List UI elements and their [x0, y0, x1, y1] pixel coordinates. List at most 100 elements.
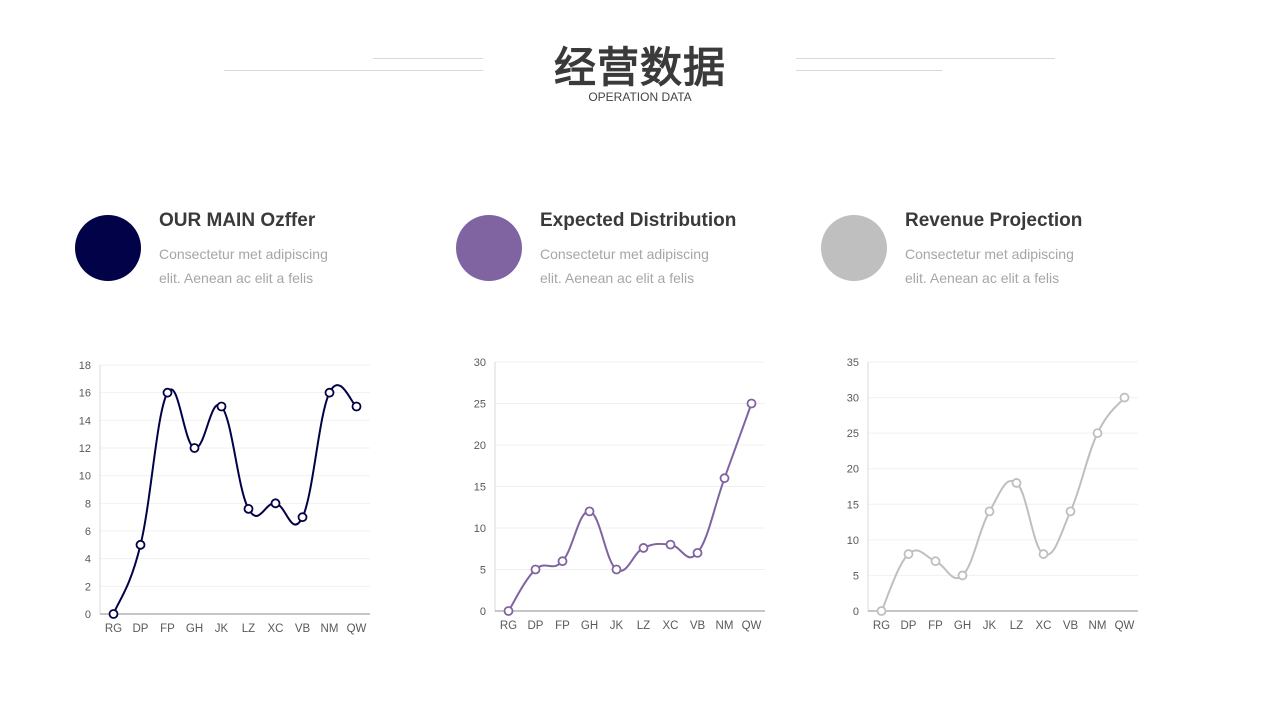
data-point — [270, 498, 281, 509]
data-point — [530, 564, 541, 575]
card-title: Revenue Projection — [905, 210, 1083, 231]
color-dot — [75, 215, 141, 281]
data-point — [584, 506, 595, 517]
y-tick-label: 8 — [85, 498, 91, 510]
series-line — [880, 396, 1126, 612]
data-point — [984, 506, 995, 517]
data-point — [665, 539, 676, 550]
y-tick-label: 10 — [847, 535, 859, 547]
desc-line: elit. Aenean ac elit a felis — [159, 270, 314, 286]
card-title: OUR MAIN Ozffer — [159, 210, 316, 231]
data-point — [216, 401, 227, 412]
data-point — [189, 443, 200, 453]
x-tick-label: XC — [1036, 620, 1052, 632]
data-point — [243, 503, 254, 514]
data-point — [746, 398, 757, 409]
y-tick-label: 0 — [853, 606, 859, 618]
page-subtitle: OPERATION DATA — [588, 90, 692, 104]
x-tick-label: VB — [295, 623, 311, 635]
x-tick-label: FP — [555, 620, 570, 632]
x-tick-label: FP — [928, 620, 943, 632]
y-tick-label: 10 — [79, 471, 91, 483]
y-tick-label: 25 — [847, 428, 859, 440]
x-tick-label: QW — [347, 623, 367, 635]
card-desc: Consectetur met adipiscing elit. Aenean a… — [905, 242, 1145, 290]
y-tick-label: 2 — [85, 581, 91, 593]
y-tick-label: 20 — [474, 440, 486, 452]
data-point — [876, 606, 887, 616]
chart-0: 0 2 4 6 8 10 12 14 16 18 RG DP FP GH JK LZ XC VB NM QW — [79, 360, 370, 635]
decor-line — [796, 58, 1055, 59]
x-tick-label: DP — [133, 623, 149, 635]
x-tick-label: JK — [215, 623, 229, 635]
x-tick-label: LZ — [637, 620, 650, 632]
data-point — [351, 401, 362, 412]
data-point — [1092, 428, 1103, 439]
y-tick-label: 15 — [847, 499, 859, 511]
decor-line — [224, 70, 483, 71]
decor-line — [796, 70, 942, 71]
card-desc: Consectetur met adipiscing elit. Aenean a… — [540, 242, 780, 290]
y-tick-label: 30 — [847, 393, 859, 405]
x-tick-label: JK — [610, 620, 624, 632]
x-tick-label: GH — [954, 620, 971, 632]
x-tick-label: QW — [742, 620, 762, 632]
y-tick-label: 0 — [85, 609, 91, 621]
y-tick-label: 25 — [474, 399, 486, 411]
x-tick-label: RG — [873, 620, 890, 632]
y-tick-label: 35 — [847, 357, 859, 369]
y-tick-label: 4 — [85, 554, 91, 566]
card-title: Expected Distribution — [540, 210, 737, 231]
x-tick-label: NM — [1089, 620, 1107, 632]
x-tick-label: XC — [268, 623, 284, 635]
y-tick-label: 14 — [79, 415, 91, 427]
x-tick-label: GH — [581, 620, 598, 632]
chart-2: 0 5 10 15 20 25 30 35 RG DP FP GH JK LZ XC VB NM QW — [847, 357, 1138, 632]
series-line — [507, 403, 753, 612]
data-point — [719, 473, 730, 484]
data-point — [1011, 478, 1022, 488]
data-point — [903, 549, 914, 559]
y-tick-label: 10 — [474, 523, 486, 535]
data-point — [324, 387, 335, 398]
desc-line: elit. Aenean ac elit a felis — [540, 270, 695, 286]
data-point — [611, 564, 622, 575]
data-point — [638, 543, 649, 553]
y-tick-label: 15 — [474, 482, 486, 494]
color-dot — [456, 215, 522, 281]
x-tick-label: JK — [983, 620, 997, 632]
data-point — [162, 387, 173, 398]
x-tick-label: NM — [321, 623, 339, 635]
x-tick-label: LZ — [242, 623, 255, 635]
x-tick-label: XC — [663, 620, 679, 632]
page-title: 经营数据 — [553, 43, 726, 92]
y-tick-label: 0 — [480, 606, 486, 618]
decor-line — [373, 58, 483, 59]
data-point — [503, 606, 514, 616]
x-tick-label: RG — [105, 623, 122, 635]
x-tick-label: DP — [901, 620, 917, 632]
data-point — [1119, 392, 1130, 403]
data-point — [297, 512, 308, 523]
series-line — [112, 384, 358, 615]
x-tick-label: QW — [1115, 620, 1135, 632]
desc-line: Consectetur met adipiscing — [540, 246, 709, 262]
y-tick-label: 5 — [853, 570, 859, 582]
data-point — [135, 539, 146, 550]
x-tick-label: RG — [500, 620, 517, 632]
data-point — [930, 556, 941, 567]
y-tick-label: 20 — [847, 464, 859, 476]
x-tick-label: VB — [690, 620, 706, 632]
chart-1: 0 5 10 15 20 25 30 RG DP FP GH JK LZ XC VB NM QW — [474, 357, 765, 632]
data-point — [1038, 549, 1049, 559]
x-tick-label: LZ — [1010, 620, 1023, 632]
color-dot — [821, 215, 887, 281]
x-tick-label: FP — [160, 623, 175, 635]
y-tick-label: 5 — [480, 565, 486, 577]
y-tick-label: 18 — [79, 360, 91, 372]
y-tick-label: 12 — [79, 443, 91, 455]
desc-line: elit. Aenean ac elit a felis — [905, 270, 1060, 286]
y-tick-label: 16 — [79, 388, 91, 400]
card-desc: Consectetur met adipiscing elit. Aenean a… — [159, 242, 399, 290]
